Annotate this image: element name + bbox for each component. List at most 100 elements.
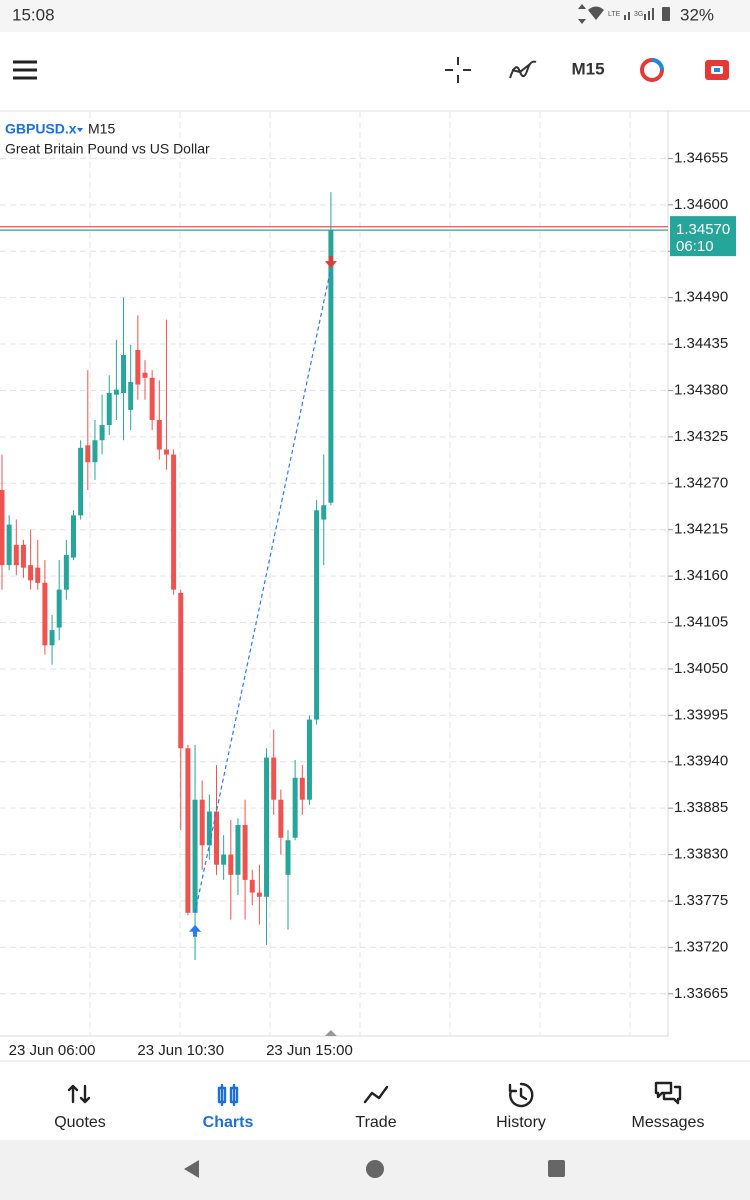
timeframe-button[interactable]: M15 xyxy=(571,59,604,78)
candle-body xyxy=(13,544,19,566)
y-tick-label: 1.33775 xyxy=(674,892,728,909)
menu-button[interactable] xyxy=(13,60,37,80)
y-tick-label: 1.33995 xyxy=(674,706,728,723)
current-bar-marker xyxy=(324,1030,337,1036)
symbol-description: Great Britain Pound vs US Dollar xyxy=(5,141,210,157)
y-tick-label: 1.34325 xyxy=(674,428,728,445)
candle-body xyxy=(292,777,298,838)
candle-body xyxy=(192,799,198,913)
candle-body xyxy=(35,567,41,583)
y-tick-label: 1.33830 xyxy=(674,846,728,863)
plot-area xyxy=(0,157,668,995)
candle-body xyxy=(92,440,98,463)
home-button[interactable] xyxy=(366,1160,384,1178)
back-button[interactable] xyxy=(184,1160,199,1178)
account-button[interactable] xyxy=(705,60,729,80)
last-price-label: 1.34570 xyxy=(676,221,730,238)
indicators-button[interactable] xyxy=(509,60,537,79)
status-icons: LTE 3G xyxy=(578,4,670,24)
recents-button[interactable] xyxy=(548,1160,565,1177)
candle-body xyxy=(256,892,262,897)
nav-item-label[interactable]: Messages xyxy=(632,1114,705,1131)
candle-body xyxy=(20,544,26,568)
candle-body xyxy=(321,505,327,520)
candle-body xyxy=(314,510,320,720)
y-tick-label: 1.33720 xyxy=(674,938,728,955)
symbol-dropdown-arrow[interactable] xyxy=(77,128,83,132)
x-tick-label: 23 Jun 06:00 xyxy=(9,1042,96,1059)
bottom-nav: Quotes Charts Trade History Messages xyxy=(54,1081,705,1131)
status-time: 15:08 xyxy=(12,5,55,24)
candle-body xyxy=(156,420,162,450)
candle-body xyxy=(199,799,205,846)
candle-body xyxy=(99,425,105,441)
candle-body xyxy=(185,748,191,913)
y-tick-label: 1.34270 xyxy=(674,474,728,491)
candle-body xyxy=(6,524,12,566)
candle-body xyxy=(278,799,284,838)
vertical-grid xyxy=(89,112,631,1036)
candle-body xyxy=(228,854,234,875)
svg-text:3G: 3G xyxy=(634,11,643,18)
candle-body xyxy=(142,372,148,378)
x-tick-label: 23 Jun 10:30 xyxy=(137,1042,224,1059)
y-tick-label: 1.33665 xyxy=(674,985,728,1002)
nav-icon[interactable] xyxy=(508,1082,534,1108)
chart-timeframe: M15 xyxy=(88,121,115,137)
y-tick-label: 1.34600 xyxy=(674,196,728,213)
trade-button[interactable] xyxy=(640,58,664,82)
candle-body xyxy=(214,811,219,865)
y-tick-label: 1.34380 xyxy=(674,381,728,398)
candle-body xyxy=(49,630,55,646)
candle-body xyxy=(171,454,177,590)
y-tick-label: 1.34160 xyxy=(674,567,728,584)
candle-body xyxy=(285,840,291,875)
crosshair-button[interactable] xyxy=(445,57,471,83)
nav-item-label[interactable]: Trade xyxy=(355,1114,396,1131)
candle-body xyxy=(249,879,255,893)
nav-icon[interactable] xyxy=(217,1083,239,1107)
candle-body xyxy=(113,389,119,395)
candle-body xyxy=(128,382,134,410)
candle-body xyxy=(0,490,5,566)
nav-icon[interactable] xyxy=(67,1084,91,1104)
candle-body xyxy=(221,854,227,865)
candle-body xyxy=(178,592,184,749)
y-tick-label: 1.33885 xyxy=(674,799,728,816)
candle-body xyxy=(63,555,69,590)
candle-body xyxy=(306,719,312,800)
y-tick-label: 1.34655 xyxy=(674,149,728,166)
y-tick-label: 1.34435 xyxy=(674,335,728,352)
candle-body xyxy=(28,565,34,581)
last-price-box xyxy=(670,216,736,257)
candle-body xyxy=(206,811,212,846)
bar-timer: 06:10 xyxy=(676,238,714,255)
y-tick-label: 1.34490 xyxy=(674,289,728,306)
candle-body xyxy=(121,355,127,393)
candle-body xyxy=(235,825,241,875)
candle-body xyxy=(56,589,62,628)
nav-icon[interactable] xyxy=(654,1081,682,1105)
y-tick-label: 1.34215 xyxy=(674,521,728,538)
y-tick-label: 1.33940 xyxy=(674,753,728,770)
candle-body xyxy=(78,447,84,516)
y-tick-label: 1.34105 xyxy=(674,613,728,630)
svg-text:LTE: LTE xyxy=(608,11,621,18)
symbol-name[interactable]: GBPUSD.x xyxy=(5,121,77,137)
battery-level: 32% xyxy=(680,5,714,24)
x-tick-label: 23 Jun 15:00 xyxy=(266,1042,353,1059)
nav-item-label[interactable]: Charts xyxy=(203,1114,254,1131)
buy-marker xyxy=(189,924,202,937)
candle-body xyxy=(242,825,248,880)
trade-line xyxy=(194,267,332,913)
nav-item-label[interactable]: History xyxy=(496,1114,546,1131)
nav-icon[interactable] xyxy=(363,1085,389,1104)
candle-body xyxy=(149,377,155,420)
candle-body xyxy=(85,445,91,463)
y-tick-label: 1.34050 xyxy=(674,660,728,677)
candle-body xyxy=(264,757,270,897)
candle-body xyxy=(71,515,76,558)
nav-item-label[interactable]: Quotes xyxy=(54,1114,106,1131)
